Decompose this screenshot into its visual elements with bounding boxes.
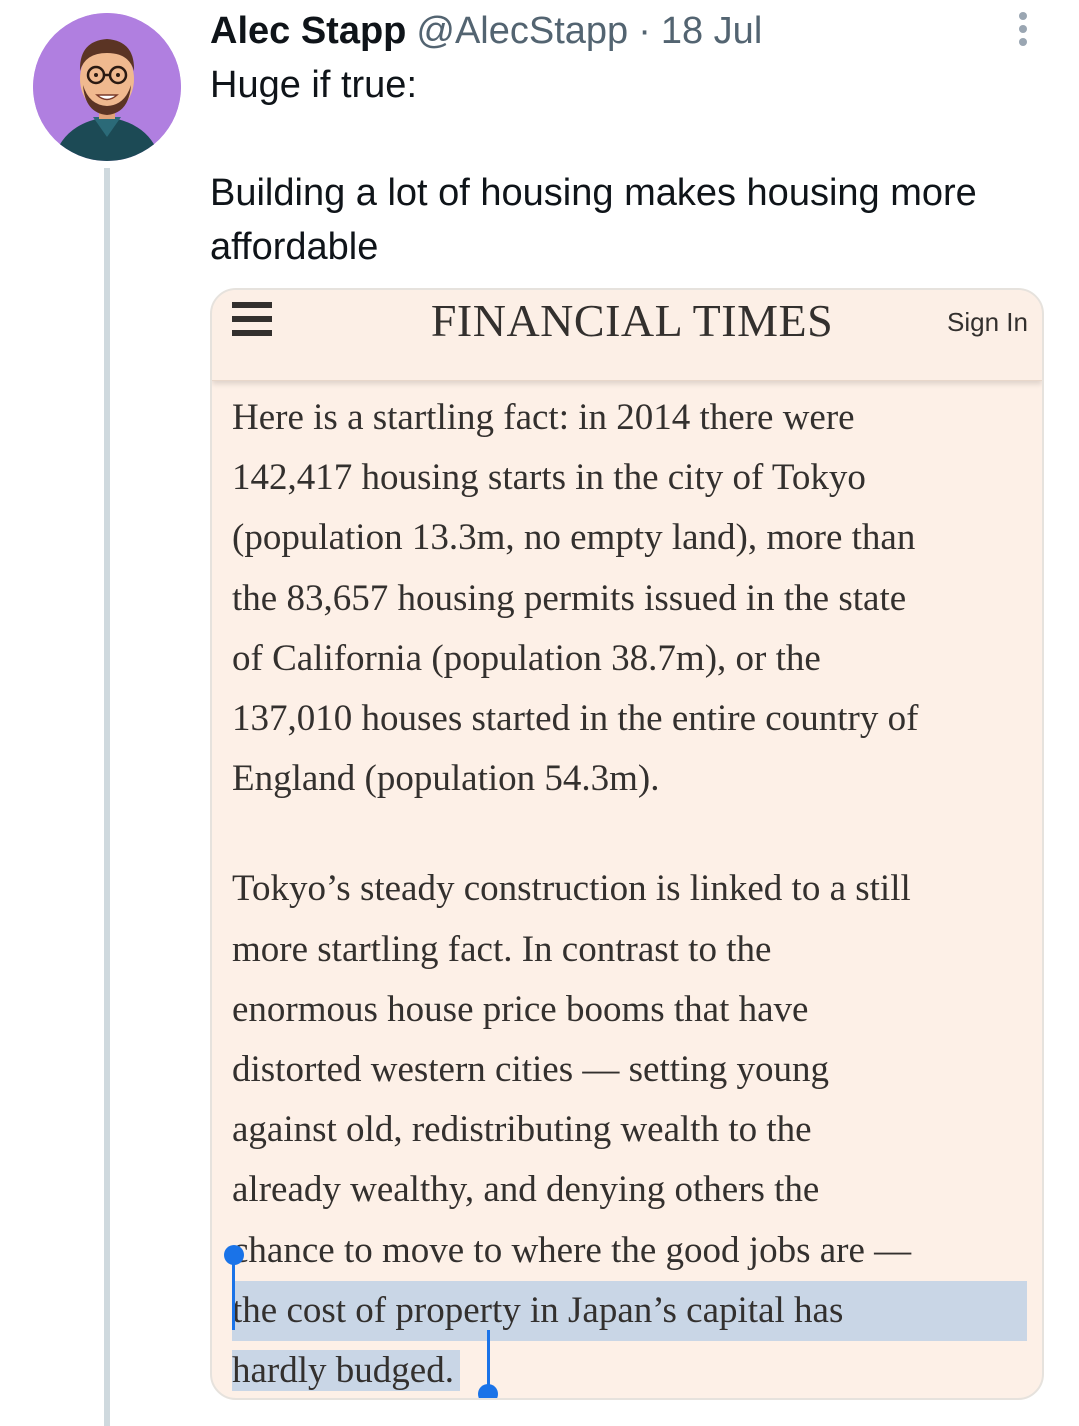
thread-connector-line xyxy=(104,168,110,1426)
article-line: of California (population 38.7m), or the xyxy=(232,637,821,679)
selected-text[interactable]: hardly budged. xyxy=(232,1350,460,1392)
selection-end-handle[interactable] xyxy=(478,1384,498,1398)
selection-start-handle[interactable] xyxy=(224,1245,244,1265)
selection-end-caret xyxy=(487,1330,490,1390)
hamburger-menu-icon[interactable] xyxy=(232,302,274,340)
publication-logo: FINANCIAL TIMES xyxy=(430,295,834,346)
article-line: 142,417 housing starts in the city of To… xyxy=(232,457,866,499)
selection-start-caret xyxy=(232,1252,235,1330)
article-line: chance to move to where the good jobs ar… xyxy=(232,1229,912,1271)
article-line: enormous house price booms that have xyxy=(232,988,809,1030)
selected-text-line[interactable]: the cost of property in Japan’s capital … xyxy=(232,1280,1027,1342)
ft-header-bar: FINANCIAL TIMES Sign In xyxy=(212,290,1042,381)
more-options-icon[interactable] xyxy=(1010,10,1036,50)
article-line: Here is a startling fact: in 2014 there … xyxy=(232,397,855,438)
article-paragraph-1: Here is a startling fact: in 2014 there … xyxy=(232,388,1032,809)
tweet-text: Huge if true: Building a lot of housing … xyxy=(210,64,977,268)
article-paragraph-2: Tokyo’s steady construction is linked to… xyxy=(232,859,1032,1398)
article-body: Here is a startling fact: in 2014 there … xyxy=(232,388,1032,1398)
article-line: 137,010 houses started in the entire cou… xyxy=(232,698,919,740)
selected-text-line-last[interactable]: hardly budged. xyxy=(232,1341,1032,1398)
article-line: (population 13.3m, no empty land), more … xyxy=(232,517,916,559)
article-line: Tokyo’s steady construction is linked to… xyxy=(232,868,911,910)
avatar-portrait-icon xyxy=(33,13,181,161)
author-name[interactable]: Alec Stapp xyxy=(210,10,407,52)
tweet-date[interactable]: 18 Jul xyxy=(660,10,763,52)
article-line: the 83,657 housing permits issued in the… xyxy=(232,577,907,619)
header-separator: · xyxy=(638,10,651,52)
article-line: more startling fact. In contrast to the xyxy=(232,928,772,970)
author-avatar[interactable] xyxy=(33,13,181,161)
article-line: already wealthy, and denying others the xyxy=(232,1169,820,1211)
article-line: distorted western cities — setting young xyxy=(232,1049,830,1091)
embedded-article-screenshot[interactable]: FINANCIAL TIMES Sign In Here is a startl… xyxy=(210,288,1044,1400)
tweet-header: Alec Stapp @AlecStapp · 18 Jul xyxy=(210,6,762,56)
author-handle[interactable]: @AlecStapp xyxy=(416,10,629,52)
article-line: England (population 54.3m). xyxy=(232,758,660,800)
article-line: against old, redistributing wealth to th… xyxy=(232,1109,812,1151)
sign-in-link[interactable]: Sign In xyxy=(947,307,1028,337)
